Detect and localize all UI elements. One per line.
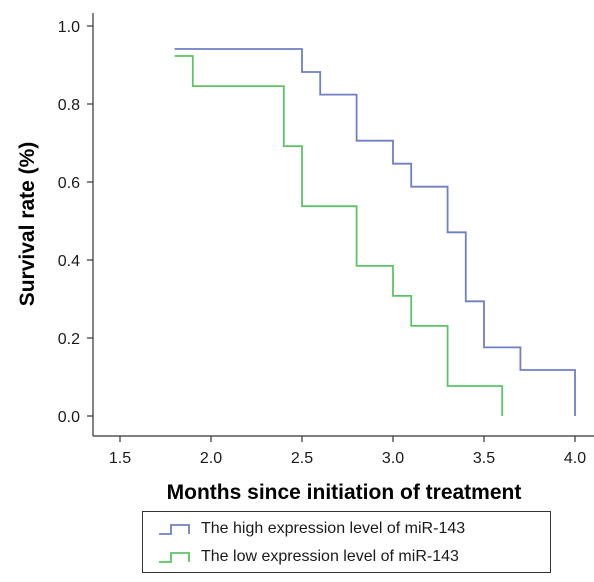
y-tick-label: 0.2: [58, 331, 80, 348]
legend-item-high: The high expression level of miR-143: [143, 515, 465, 543]
axes: [92, 13, 594, 437]
y-tick-label: 0.4: [58, 253, 80, 270]
y-tick-label: 0.8: [58, 97, 80, 114]
legend: The high expression level of miR-143 The…: [142, 511, 551, 573]
y-tick-label: 1.0: [58, 19, 80, 36]
survival-chart: 1.5 2.0 2.5 3.0 3.5 4.0 0.0 0.2 0.4 0.6 0.8 1.0 Mon…: [16, 13, 594, 504]
x-tick-label: 4.0: [564, 450, 586, 467]
legend-label-high: The high expression level of miR-143: [201, 520, 466, 537]
x-tick-label: 2.5: [291, 450, 313, 467]
series-line-low: [174, 55, 504, 416]
series-line-high: [174, 48, 576, 416]
legend-swatch-low-icon: [159, 552, 190, 563]
x-tick-label: 2.0: [200, 450, 222, 467]
x-tick-label: 3.5: [473, 450, 495, 467]
ticks: 1.5 2.0 2.5 3.0 3.5 4.0 0.0 0.2 0.4 0.6 0.8 1.0: [58, 19, 586, 467]
y-tick-label: 0.6: [58, 175, 80, 192]
y-axis-title: Survival rate (%): [16, 142, 39, 307]
legend-swatch-high-icon: [159, 524, 190, 535]
x-axis-title: Months since initiation of treatment: [167, 481, 522, 504]
x-tick-label: 3.0: [382, 450, 404, 467]
legend-item-low: The low expression level of miR-143: [143, 543, 459, 571]
x-tick-label: 1.5: [109, 450, 131, 467]
series-group: [174, 48, 576, 416]
legend-label-low: The low expression level of miR-143: [201, 548, 459, 565]
y-tick-label: 0.0: [58, 409, 80, 426]
